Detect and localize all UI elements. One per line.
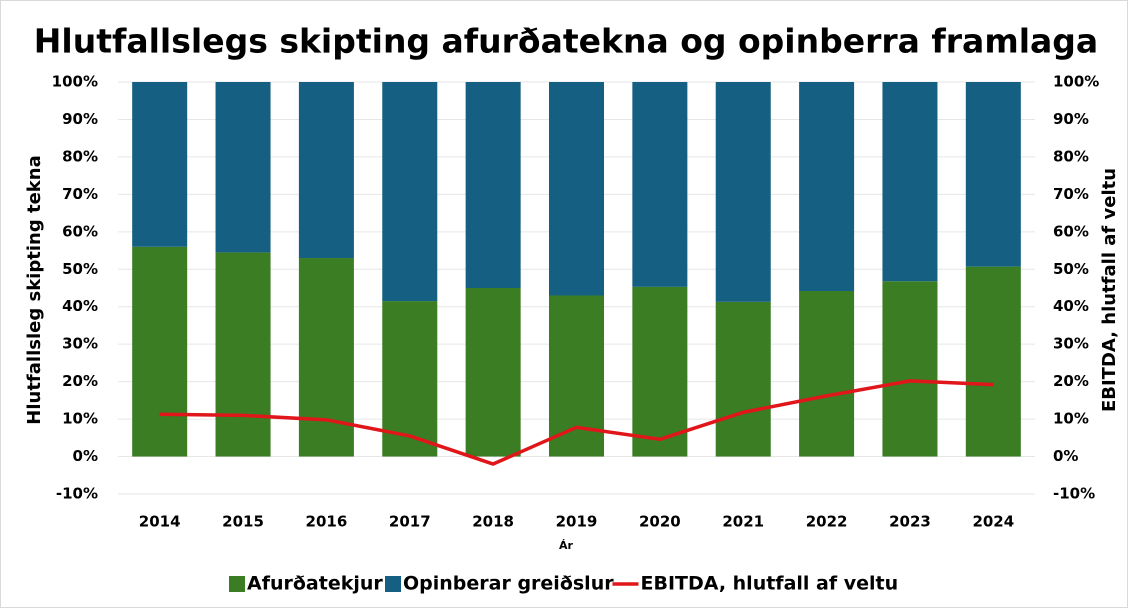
y2-tick-label: 50% [1053, 260, 1089, 278]
bar [548, 82, 605, 296]
bar [132, 82, 188, 247]
y2-tick-label: 60% [1053, 222, 1089, 240]
legend-swatch [385, 576, 401, 592]
legend-label: EBITDA, hlutfall af veltu [641, 573, 899, 595]
y2-tick-label: 0% [1053, 447, 1078, 465]
bar [882, 281, 938, 457]
legend-swatch [229, 576, 245, 592]
y2-tick-label: 40% [1053, 297, 1089, 315]
line [159, 379, 994, 466]
y-tick-label: 10% [62, 410, 98, 428]
bar [215, 82, 271, 253]
legend-label: Afurðatekjur [247, 573, 383, 595]
bar [632, 286, 688, 457]
y2-tick-label: -10% [1053, 485, 1095, 503]
y2-tick-label: 10% [1053, 410, 1089, 428]
bar [965, 82, 1021, 267]
x-tick-label: 2021 [722, 513, 764, 531]
bar [215, 252, 271, 457]
bar [298, 258, 354, 457]
bar [465, 288, 521, 457]
y-tick-label: 30% [62, 335, 98, 353]
x-tick-label: 2014 [139, 513, 181, 531]
bar [799, 290, 855, 457]
y2-tick-label: 90% [1053, 110, 1089, 128]
y-tick-label: -10% [56, 485, 98, 503]
legend-label: Opinberar greiðslur [403, 573, 614, 595]
bar [799, 82, 855, 291]
y2-axis-title: EBITDA, hlutfall af veltu [1099, 168, 1120, 412]
x-tick-label: 2023 [889, 513, 931, 531]
bar [298, 82, 354, 259]
bar [715, 82, 771, 302]
bar [882, 82, 938, 282]
bar [548, 295, 605, 457]
bar [465, 82, 521, 288]
y-tick-label: 20% [62, 372, 98, 390]
x-tick-label: 2016 [306, 513, 348, 531]
x-axis-title: Ár [559, 539, 574, 552]
y-axis-title: Hlutfallsleg skipting tekna [24, 155, 45, 424]
y-tick-label: 50% [62, 260, 98, 278]
y2-tick-label: 20% [1053, 372, 1089, 390]
y-tick-label: 90% [62, 110, 98, 128]
x-tick-label: 2017 [389, 513, 431, 531]
y-tick-label: 100% [52, 73, 98, 91]
y2-tick-label: 70% [1053, 185, 1089, 203]
x-tick-label: 2020 [639, 513, 681, 531]
bar [132, 246, 188, 457]
y-tick-label: 0% [73, 447, 98, 465]
y2-tick-label: 100% [1053, 73, 1099, 91]
y-tick-label: 60% [62, 222, 98, 240]
bar [965, 266, 1021, 457]
bar [715, 301, 771, 457]
chart-title: Hlutfallslegs skipting afurðatekna og op… [34, 22, 1098, 61]
x-tick-label: 2024 [972, 513, 1014, 531]
x-tick-label: 2015 [222, 513, 264, 531]
x-tick-label: 2019 [556, 513, 598, 531]
bar [382, 82, 438, 302]
y-tick-label: 40% [62, 297, 98, 315]
bar [632, 82, 688, 287]
x-tick-label: 2022 [806, 513, 848, 531]
y2-tick-label: 80% [1053, 147, 1089, 165]
x-tick-label: 2018 [472, 513, 514, 531]
y-tick-label: 80% [62, 147, 98, 165]
y-tick-label: 70% [62, 185, 98, 203]
y2-tick-label: 30% [1053, 335, 1089, 353]
